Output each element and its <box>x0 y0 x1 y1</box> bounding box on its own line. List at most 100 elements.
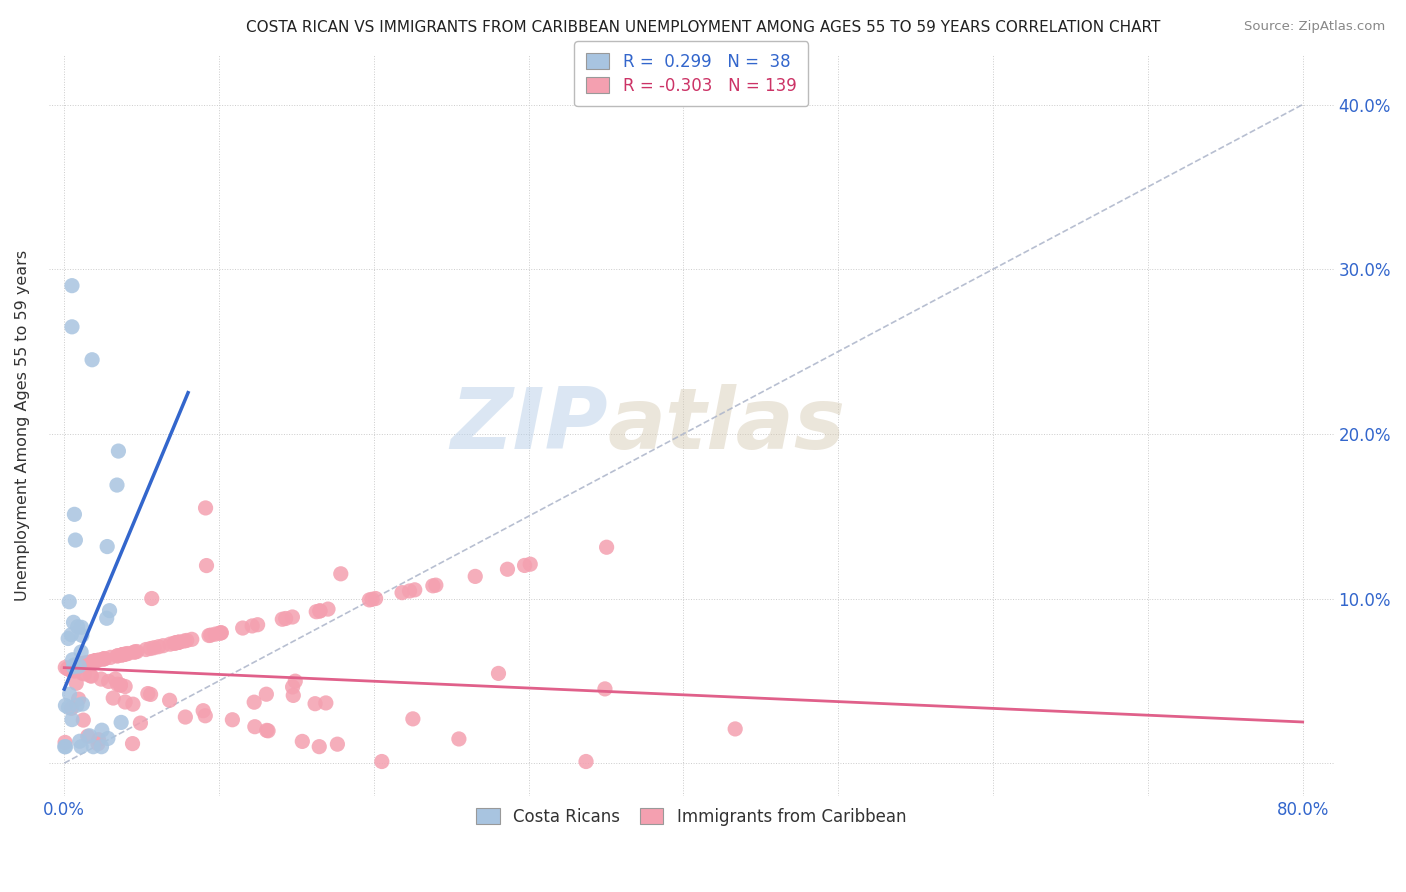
Point <box>575 755 598 769</box>
Point <box>80 669 103 683</box>
Point <box>200 628 222 642</box>
Point <box>60 701 83 715</box>
Point <box>76 729 98 743</box>
Point <box>91 652 114 666</box>
Point <box>114 680 136 694</box>
Point <box>73 657 96 671</box>
Point <box>402 712 425 726</box>
Point <box>60 713 83 727</box>
Point <box>163 636 186 650</box>
Point <box>513 558 536 573</box>
Point <box>73 657 96 671</box>
Y-axis label: Unemployment Among Ages 55 to 59 years: Unemployment Among Ages 55 to 59 years <box>15 250 30 601</box>
Point <box>141 591 163 606</box>
Point <box>139 641 162 656</box>
Point <box>114 695 136 709</box>
Point <box>125 644 148 658</box>
Point <box>364 591 387 606</box>
Point <box>104 672 127 686</box>
Point <box>72 697 94 711</box>
Point <box>159 637 181 651</box>
Point <box>114 647 136 661</box>
Legend: Costa Ricans, Immigrants from Caribbean: Costa Ricans, Immigrants from Caribbean <box>467 798 917 836</box>
Point <box>111 648 134 662</box>
Point <box>305 605 328 619</box>
Point <box>60 278 83 293</box>
Text: ZIP: ZIP <box>450 384 607 467</box>
Point <box>404 582 426 597</box>
Point <box>195 558 218 573</box>
Point <box>284 674 307 689</box>
Point <box>135 642 157 657</box>
Point <box>63 657 86 672</box>
Text: atlas: atlas <box>607 384 846 467</box>
Point <box>143 640 166 655</box>
Point <box>53 735 76 749</box>
Point <box>65 676 87 690</box>
Point <box>208 626 231 640</box>
Point <box>595 540 617 554</box>
Point <box>283 689 305 703</box>
Point <box>72 666 94 681</box>
Point <box>316 602 339 616</box>
Point <box>79 655 101 669</box>
Point <box>724 722 747 736</box>
Point <box>173 634 195 648</box>
Point <box>329 566 352 581</box>
Point <box>103 691 125 706</box>
Point <box>107 677 129 691</box>
Point <box>209 625 232 640</box>
Point <box>65 659 87 673</box>
Point <box>315 696 337 710</box>
Point <box>55 739 77 754</box>
Point <box>165 636 187 650</box>
Point <box>304 697 326 711</box>
Point <box>111 648 134 662</box>
Point <box>359 593 381 607</box>
Point <box>309 604 332 618</box>
Point <box>194 708 217 723</box>
Text: Source: ZipAtlas.com: Source: ZipAtlas.com <box>1244 20 1385 33</box>
Point <box>72 713 94 727</box>
Point <box>246 617 269 632</box>
Text: COSTA RICAN VS IMMIGRANTS FROM CARIBBEAN UNEMPLOYMENT AMONG AGES 55 TO 59 YEARS : COSTA RICAN VS IMMIGRANTS FROM CARIBBEAN… <box>246 20 1160 35</box>
Point <box>90 723 112 738</box>
Point <box>53 660 76 674</box>
Point <box>124 645 146 659</box>
Point <box>82 352 104 367</box>
Point <box>193 704 215 718</box>
Point <box>53 739 76 754</box>
Point <box>90 739 112 754</box>
Point <box>121 737 143 751</box>
Point <box>308 739 330 754</box>
Point <box>62 664 84 678</box>
Point <box>152 639 174 653</box>
Point <box>464 569 486 583</box>
Point <box>58 662 80 676</box>
Point <box>180 632 202 647</box>
Point <box>496 562 519 576</box>
Point <box>60 319 83 334</box>
Point <box>60 628 83 642</box>
Point <box>519 558 541 572</box>
Point <box>66 698 89 713</box>
Point <box>70 628 93 642</box>
Point <box>291 734 314 748</box>
Point <box>82 739 104 754</box>
Point <box>243 695 266 709</box>
Point <box>110 678 132 692</box>
Point <box>257 723 280 738</box>
Point <box>90 672 112 686</box>
Point <box>100 650 122 665</box>
Point <box>281 680 304 694</box>
Point <box>371 755 394 769</box>
Point <box>117 647 139 661</box>
Point <box>58 595 80 609</box>
Point <box>70 739 93 754</box>
Point <box>69 657 91 672</box>
Point <box>194 500 217 515</box>
Point <box>105 648 128 663</box>
Point <box>59 662 82 676</box>
Point <box>93 652 115 666</box>
Point <box>62 653 84 667</box>
